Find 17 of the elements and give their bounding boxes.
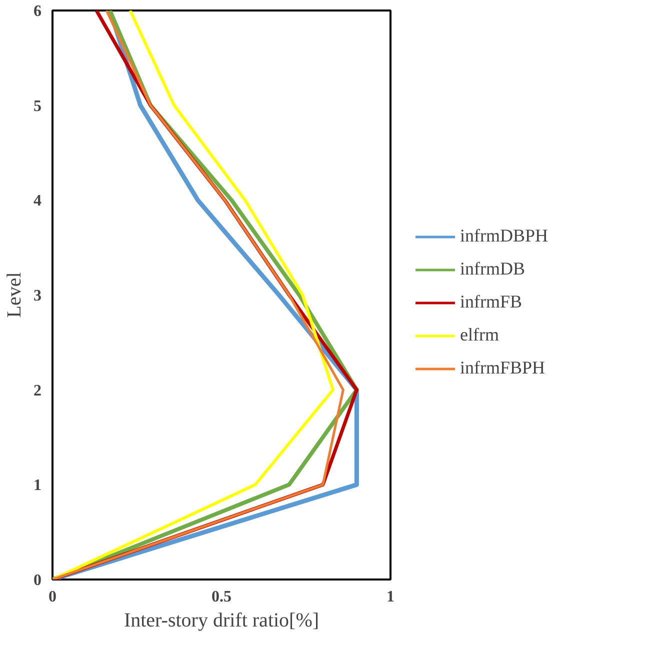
x-axis-title: Inter-story drift ratio[%] bbox=[124, 610, 320, 632]
y-tick-label: 4 bbox=[34, 192, 42, 210]
y-tick-label: 5 bbox=[34, 98, 42, 115]
legend-label: infrmFB bbox=[460, 292, 522, 312]
y-tick-label: 2 bbox=[34, 382, 42, 400]
y-axis-title: Level bbox=[4, 272, 26, 318]
x-tick-label: 1 bbox=[386, 588, 394, 606]
legend-label: infrmDBPH bbox=[460, 226, 548, 246]
y-tick-label: 0 bbox=[34, 572, 42, 589]
y-tick-label: 3 bbox=[34, 288, 42, 304]
legend-label: infrmFBPH bbox=[460, 358, 546, 378]
legend-label: elfrm bbox=[460, 324, 499, 346]
y-tick-label: 1 bbox=[34, 477, 42, 494]
x-tick-label: 0.5 bbox=[212, 588, 232, 606]
y-tick-label: 6 bbox=[34, 3, 42, 20]
x-tick-label: 0 bbox=[48, 588, 56, 606]
legend-label: infrmDB bbox=[460, 258, 525, 280]
